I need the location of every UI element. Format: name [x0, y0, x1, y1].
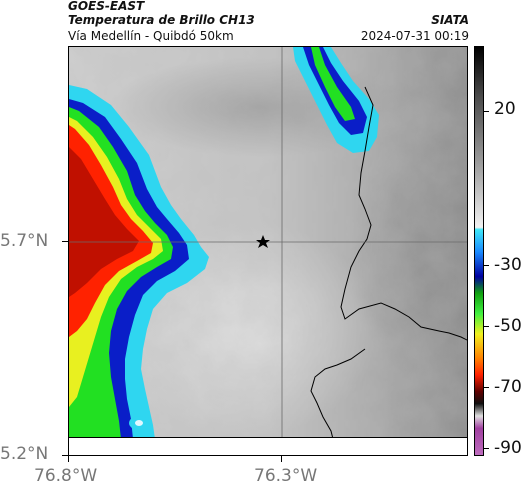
cb-label-minus50: -50	[494, 316, 522, 336]
route-label: Vía Medellín - Quibdó 50km	[68, 29, 234, 43]
border-line	[340, 86, 467, 341]
cb-tick-20	[484, 111, 489, 112]
datetime-label: 2024-07-31 00:19	[360, 29, 469, 43]
cb-tick-minus50	[484, 326, 489, 327]
product-title: Temperatura de Brillo CH13	[68, 13, 255, 27]
location-star-marker	[256, 235, 270, 248]
cb-label-minus90: -90	[494, 438, 522, 458]
map-canvas	[69, 47, 467, 437]
satellite-map[interactable]	[68, 46, 468, 438]
satellite-name: GOES-EAST	[68, 0, 145, 13]
cb-tick-minus90	[484, 448, 489, 449]
cloud-small-cell-core	[135, 420, 143, 426]
cb-tick-minus70	[484, 387, 489, 388]
source-label: SIATA	[431, 13, 469, 27]
lon-tick-76-3	[281, 456, 282, 462]
lon-label-76-3: 76.3°W	[254, 466, 318, 486]
cloud-northeast-green	[311, 47, 355, 121]
lat-tick-5-2	[62, 455, 68, 456]
colorbar-gradient	[475, 47, 483, 455]
lon-tick-76-8	[68, 456, 69, 462]
cb-label-minus70: -70	[494, 377, 522, 397]
colorbar	[474, 46, 484, 456]
lat-label-5-7: 5.7°N	[0, 231, 49, 251]
cloud-dark-red-core	[69, 147, 139, 297]
bottom-white-area	[68, 438, 468, 456]
lon-label-76-8: 76.8°W	[34, 466, 98, 486]
cb-label-minus30: -30	[494, 255, 522, 275]
lat-tick-5-7	[62, 241, 68, 242]
border-line-south	[310, 348, 366, 437]
lat-label-5-2: 5.2°N	[0, 444, 49, 464]
cb-tick-minus30	[484, 265, 489, 266]
cb-label-20: 20	[494, 99, 516, 119]
